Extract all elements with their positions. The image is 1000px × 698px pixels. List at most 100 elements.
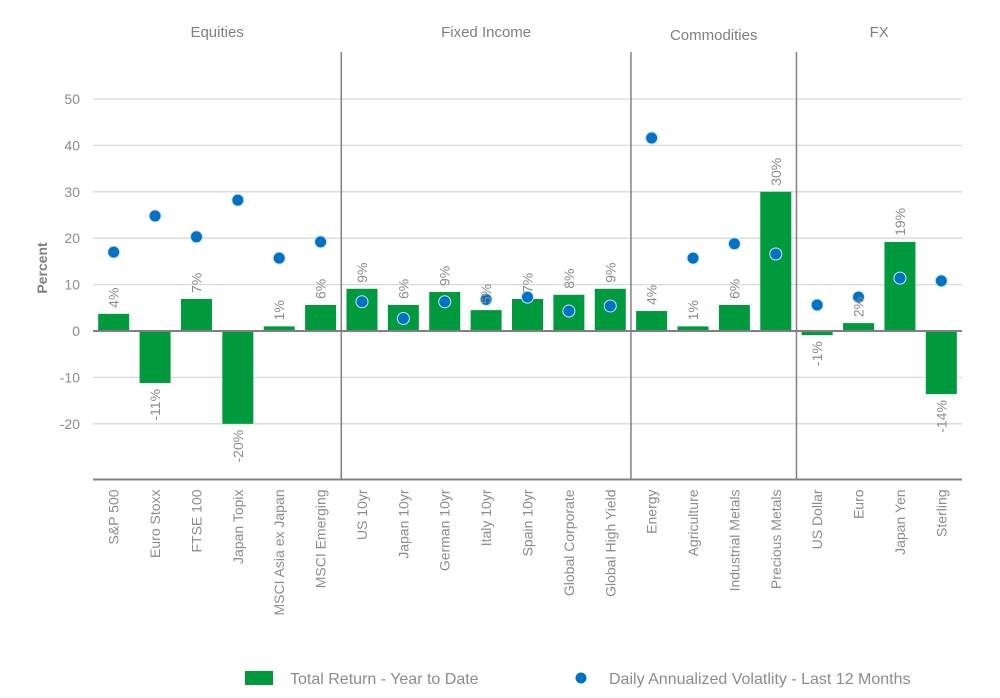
bar-data-label: 19% [892, 208, 908, 236]
bar [180, 298, 212, 331]
x-category-label: US Dollar [809, 489, 825, 549]
volatility-dot [810, 298, 824, 312]
group-headers: Equities Fixed Income Commodities FX [190, 24, 888, 44]
y-axis-label: Percent [34, 242, 50, 294]
bar-data-label: -11% [147, 389, 163, 421]
legend: Total Return - Year to Date Daily Annual… [245, 671, 911, 688]
x-category-label: Japan Yen [892, 489, 908, 554]
volatility-dot [231, 193, 245, 207]
x-category-label: FTSE 100 [188, 489, 204, 552]
bar [98, 313, 130, 331]
x-category-label: Industrial Metals [726, 489, 742, 591]
bar-data-label: 9% [354, 263, 370, 283]
bar [760, 191, 792, 331]
y-tick-label: -10 [60, 369, 80, 385]
bar [636, 311, 668, 331]
bar-data-label: 9% [602, 263, 618, 283]
bar [512, 298, 543, 331]
bar [305, 305, 337, 331]
group-separators [340, 52, 798, 480]
x-category-label: Agriculture [685, 489, 701, 556]
y-tick-label: 30 [64, 184, 80, 200]
volatility-dot [107, 245, 121, 259]
legend-dot-swatch [575, 672, 587, 684]
x-category-label: MSCI Emerging [313, 489, 329, 588]
bar-data-label: 9% [437, 266, 453, 286]
volatility-dot [272, 251, 286, 265]
x-category-label: US 10yr [354, 489, 370, 540]
volatility-dot [396, 311, 410, 325]
bar [801, 331, 833, 336]
group-header: Commodities [670, 27, 758, 44]
volatility-dot [148, 209, 162, 223]
y-tick-label: 40 [64, 137, 80, 153]
bar-data-label: -14% [933, 400, 949, 433]
y-tick-label: -20 [60, 416, 80, 432]
bar [925, 331, 957, 395]
bar-data-label: 6% [395, 279, 411, 299]
volatility-dot [314, 235, 328, 249]
volatility-dot [852, 290, 866, 304]
x-category-label: Italy 10yr [478, 489, 494, 546]
x-category-label: Japan Topix [230, 489, 246, 563]
bar-data-label: 7% [188, 273, 204, 293]
volatility-dot [355, 295, 369, 309]
volatility-dot [645, 131, 659, 145]
bar-data-label: 30% [768, 158, 784, 186]
bar-data-label: 4% [644, 285, 660, 305]
bar [884, 241, 916, 331]
volatility-dot [934, 274, 948, 288]
x-category-label: Japan 10yr [395, 489, 411, 559]
bar-data-label: -20% [230, 430, 246, 463]
bar-data-label: 1% [271, 300, 287, 320]
bar-data-label: 8% [561, 269, 577, 289]
y-tick-label: 0 [72, 323, 80, 339]
group-header: Fixed Income [441, 24, 531, 41]
x-category-label: Global High Yield [602, 489, 618, 596]
bar [677, 326, 709, 331]
volatility-dot [189, 230, 203, 244]
bar [718, 305, 750, 331]
volatility-dot [438, 295, 452, 309]
x-category-label: Spain 10yr [520, 489, 536, 556]
volatility-dot [521, 290, 534, 304]
x-category-label: MSCI Asia ex Japan [271, 489, 287, 615]
volatility-dot [686, 251, 700, 265]
x-category-label: Euro [851, 489, 867, 519]
bar-data-label: 4% [106, 288, 122, 308]
x-axis-categories: S&P 500 Euro Stoxx FTSE 100 Japan Topix MSCI… [106, 489, 950, 615]
bar-data-label: 6% [313, 279, 329, 299]
legend-bar-swatch [245, 671, 273, 685]
group-header: Equities [190, 24, 243, 41]
bar [843, 323, 875, 331]
x-category-label: Energy [644, 489, 660, 533]
y-axis-ticks: 50 40 30 20 10 0 -10 -20 [60, 91, 80, 432]
volatility-dot [603, 299, 617, 313]
legend-dot-label: Daily Annualized Volatlity - Last 12 Mon… [609, 671, 911, 688]
data-labels: 4% -11% 7% -20% 1% 6% 9% 6% 9% 5% 7% 8% 9% 4% 1% 6% 30% -… [106, 158, 950, 463]
volatility-dot [769, 247, 783, 261]
y-tick-label: 20 [64, 230, 80, 246]
bar-data-label: 7% [520, 273, 536, 293]
legend-bar-label: Total Return - Year to Date [290, 671, 479, 688]
x-category-label: German 10yr [437, 489, 453, 571]
y-tick-label: 50 [64, 91, 80, 107]
bar-data-label: 6% [726, 279, 742, 299]
x-category-label: Global Corporate [561, 489, 577, 596]
volatility-dot [562, 304, 576, 318]
bar [139, 331, 171, 383]
volatility-dot [893, 271, 907, 285]
dot-series [107, 131, 948, 325]
group-header: FX [870, 24, 889, 41]
volatility-dot [479, 292, 493, 306]
y-tick-label: 10 [64, 277, 80, 293]
bar-data-label: 2% [851, 297, 867, 317]
bar-data-label: 5% [478, 284, 494, 304]
bar-series [98, 191, 957, 424]
bar [263, 326, 295, 331]
x-category-label: Precious Metals [768, 489, 784, 589]
bar-data-label: 1% [685, 300, 701, 320]
bar [470, 310, 502, 331]
x-category-label: Euro Stoxx [147, 489, 163, 557]
